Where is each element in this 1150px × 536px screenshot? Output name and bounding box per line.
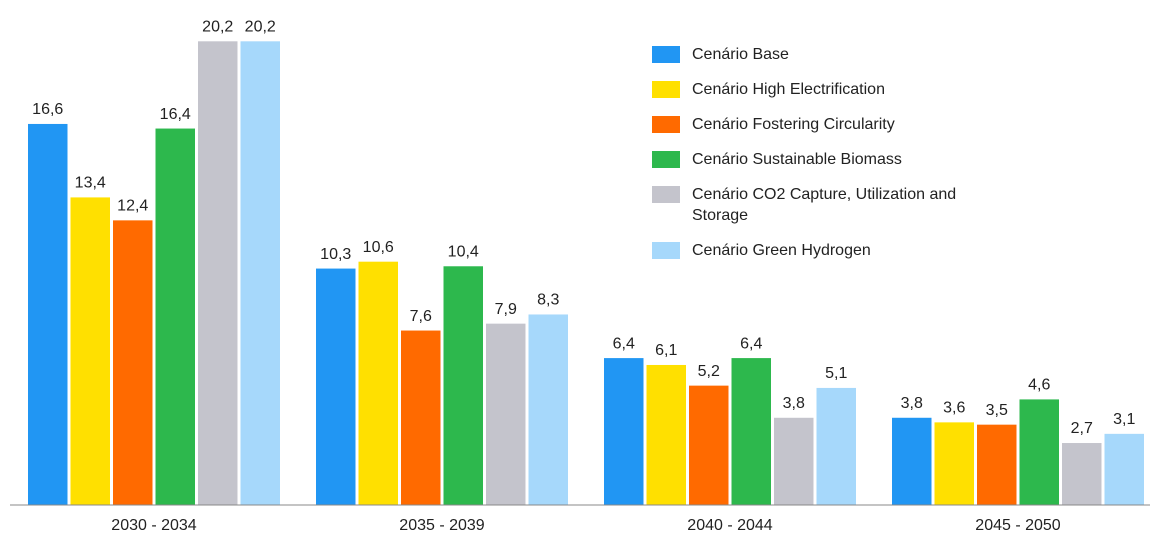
bar: [934, 422, 974, 505]
data-label: 3,8: [783, 395, 805, 412]
bar: [443, 266, 483, 505]
data-label: 13,4: [75, 175, 106, 192]
data-label: 5,1: [825, 365, 847, 382]
legend-label: Cenário Fostering Circularity: [692, 116, 895, 133]
legend-label: Cenário High Electrification: [692, 81, 885, 98]
data-label: 3,5: [986, 402, 1008, 419]
data-label: 3,6: [943, 400, 965, 417]
data-label: 16,6: [32, 101, 63, 118]
legend-label: Cenário CO2 Capture, Utilization and Sto…: [692, 186, 957, 224]
bar: [774, 417, 814, 505]
data-label: 4,6: [1028, 377, 1050, 394]
data-label: 10,6: [363, 239, 394, 256]
bar: [528, 314, 568, 505]
legend-swatch: [652, 46, 680, 63]
legend-item: Cenário Green Hydrogen: [652, 240, 1002, 261]
legend-item: Cenário Fostering Circularity: [652, 114, 1002, 135]
data-label: 12,4: [117, 198, 148, 215]
bar: [316, 268, 356, 505]
x-tick-label: 2040 - 2044: [687, 517, 773, 534]
data-label: 7,9: [495, 301, 517, 318]
legend-label: Cenário Green Hydrogen: [692, 242, 871, 259]
legend-item: Cenário High Electrification: [652, 79, 1002, 100]
bar: [70, 197, 110, 505]
data-label: 3,8: [901, 395, 923, 412]
legend-label: Cenário Sustainable Biomass: [692, 151, 902, 168]
bar: [1019, 399, 1059, 505]
legend: Cenário Base Cenário High Electrification…: [652, 44, 1002, 275]
x-tick-label: 2035 - 2039: [399, 517, 485, 534]
legend-item: Cenário Sustainable Biomass: [652, 149, 1002, 170]
legend-item: Cenário CO2 Capture, Utilization and Sto…: [652, 184, 1002, 226]
data-label: 7,6: [410, 308, 432, 325]
bar: [731, 358, 771, 505]
data-label: 6,4: [613, 335, 635, 352]
legend-item: Cenário Base: [652, 44, 1002, 65]
legend-swatch: [652, 81, 680, 98]
bar: [604, 358, 644, 505]
bar: [892, 417, 932, 505]
data-label: 10,3: [320, 246, 351, 263]
legend-swatch: [652, 186, 680, 203]
bar: [816, 387, 856, 505]
data-label: 8,3: [537, 292, 559, 309]
data-label: 6,4: [740, 335, 762, 352]
data-label: 3,1: [1113, 411, 1135, 428]
data-label: 20,2: [245, 19, 276, 36]
bar: [401, 330, 441, 505]
legend-label: Cenário Base: [692, 46, 789, 63]
bar: [486, 323, 526, 505]
bar: [198, 41, 238, 506]
bar: [977, 424, 1017, 505]
legend-swatch: [652, 242, 680, 259]
bar: [240, 41, 280, 506]
bar: [358, 261, 398, 505]
data-label: 5,2: [698, 363, 720, 380]
bar: [1062, 443, 1102, 505]
legend-swatch: [652, 151, 680, 168]
bar: [1104, 433, 1144, 505]
data-label: 10,4: [448, 243, 479, 260]
bar: [28, 123, 68, 506]
bar: [155, 128, 195, 505]
data-label: 20,2: [202, 19, 233, 36]
bar: [689, 385, 729, 505]
data-label: 16,4: [160, 106, 191, 123]
legend-swatch: [652, 116, 680, 133]
x-tick-label: 2030 - 2034: [111, 517, 197, 534]
x-tick-label: 2045 - 2050: [975, 517, 1061, 534]
data-label: 6,1: [655, 342, 677, 359]
data-label: 2,7: [1071, 420, 1093, 437]
bar: [113, 220, 153, 505]
bar: [646, 364, 686, 505]
